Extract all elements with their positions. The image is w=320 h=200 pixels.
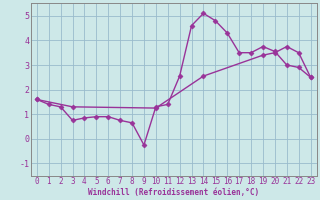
X-axis label: Windchill (Refroidissement éolien,°C): Windchill (Refroidissement éolien,°C) <box>88 188 259 197</box>
